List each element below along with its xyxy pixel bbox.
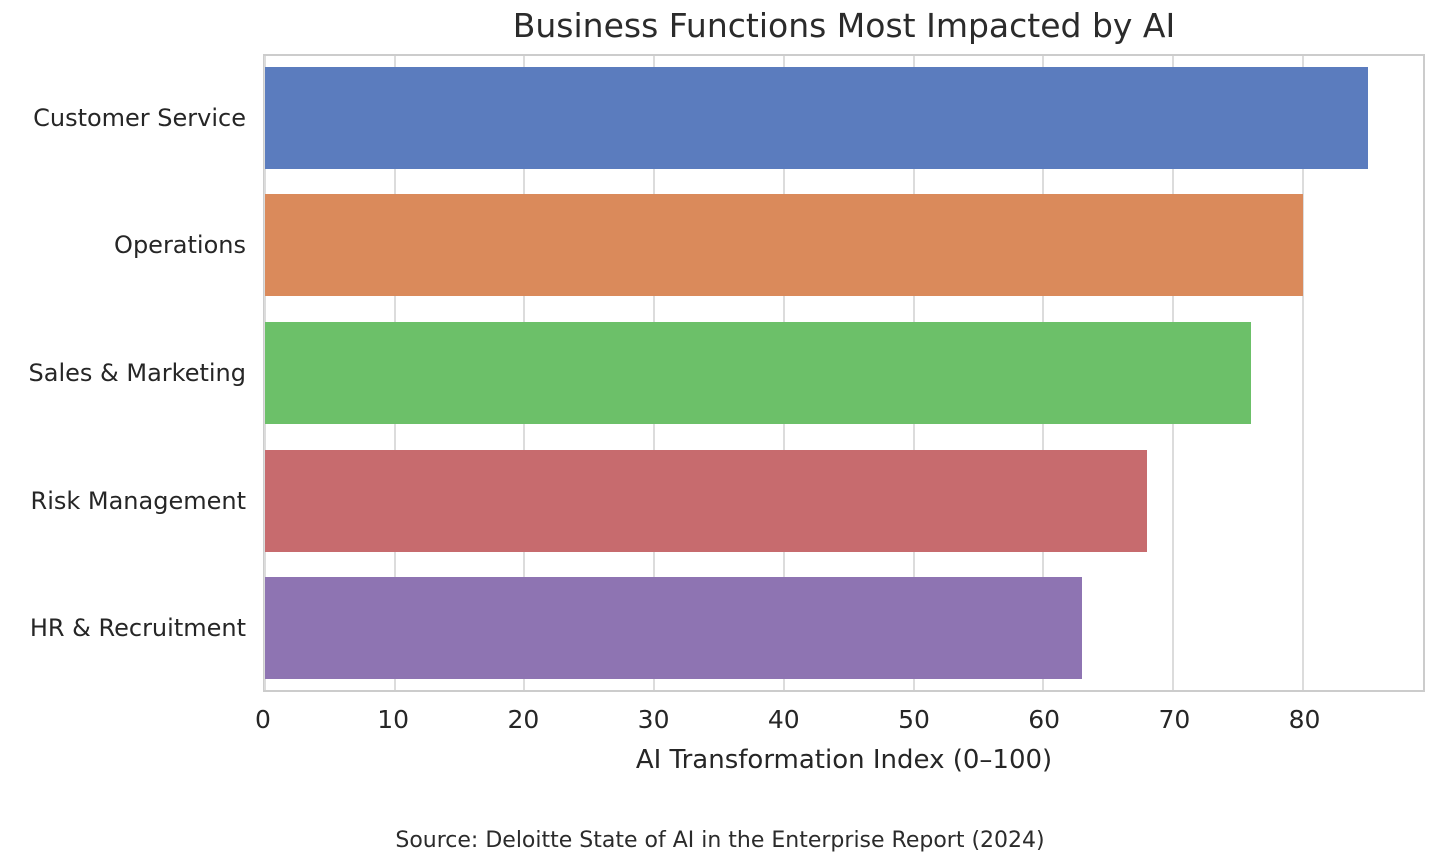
bar-risk-management [265, 449, 1148, 552]
bar-hr-recruitment [265, 577, 1083, 680]
bar-customer-service [265, 66, 1368, 169]
y-tick-label: Risk Management [30, 486, 246, 515]
source-caption: Source: Deloitte State of AI in the Ente… [395, 828, 1045, 853]
grid-line-x80 [1301, 56, 1304, 690]
y-tick-label: Sales & Marketing [28, 359, 246, 387]
y-tick-label: Customer Service [33, 103, 246, 132]
x-tick-label: 70 [1158, 705, 1191, 734]
bar-sales-marketing [265, 321, 1252, 425]
chart-title: Business Functions Most Impacted by AI [512, 6, 1176, 45]
x-axis-label: AI Transformation Index (0–100) [635, 745, 1053, 775]
x-tick-label: 80 [1288, 705, 1321, 734]
y-tick-label: Operations [114, 231, 246, 260]
y-tick-label: HR & Recruitment [29, 614, 246, 643]
x-tick-label: 20 [507, 705, 540, 734]
x-tick-label: 60 [1028, 705, 1061, 734]
x-tick-label: 30 [637, 705, 670, 734]
x-tick-label: 50 [898, 705, 930, 734]
x-axis-tick-labels: 0 10 20 30 40 50 60 70 80 [255, 703, 1425, 737]
x-tick-label: 0 [255, 705, 271, 734]
x-tick-label: 10 [377, 705, 410, 734]
bar-operations [265, 194, 1303, 297]
plot-area [263, 54, 1425, 692]
y-axis-tick-labels: Customer Service Operations Sales & Market… [0, 54, 246, 692]
x-tick-label: 40 [767, 705, 800, 734]
